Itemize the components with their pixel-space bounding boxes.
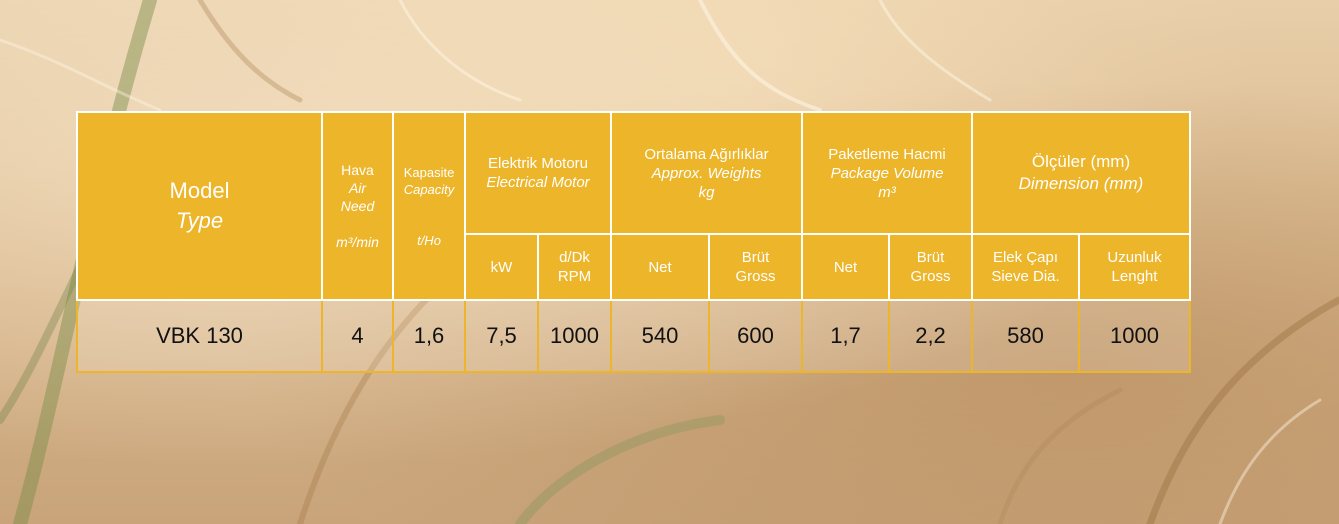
header-package-volume: Paketleme Hacmi Package Volume m³ <box>801 111 973 235</box>
subheader-kw: kW <box>464 233 539 301</box>
cell-volume-gross: 2,2 <box>888 299 973 373</box>
header-weights: Ortalama Ağırlıklar Approx. Weights kg <box>610 111 803 235</box>
subheader-volume-gross: Brüt Gross <box>888 233 973 301</box>
subheader-volume-net: Net <box>801 233 890 301</box>
spec-table: Model Type Hava Air Need m³/min Kapasite… <box>76 111 1191 373</box>
subheader-length: Uzunluk Lenght <box>1078 233 1191 301</box>
cell-weight-net: 540 <box>610 299 710 373</box>
header-electrical-motor: Elektrik Motoru Electrical Motor <box>464 111 612 235</box>
subheader-weight-gross: Brüt Gross <box>708 233 803 301</box>
cell-sieve-diameter: 580 <box>971 299 1080 373</box>
subheader-sieve-diameter: Elek Çapı Sieve Dia. <box>971 233 1080 301</box>
header-air-need: Hava Air Need m³/min <box>321 111 394 301</box>
cell-rpm: 1000 <box>537 299 612 373</box>
cell-model: VBK 130 <box>76 299 323 373</box>
subheader-rpm: d/Dk RPM <box>537 233 612 301</box>
header-dimensions: Ölçüler (mm) Dimension (mm) <box>971 111 1191 235</box>
cell-volume-net: 1,7 <box>801 299 890 373</box>
header-capacity: Kapasite Capacity t/Ho <box>392 111 466 301</box>
cell-kw: 7,5 <box>464 299 539 373</box>
table-row: VBK 130 4 1,6 7,5 1000 540 600 1,7 2,2 5… <box>76 299 1191 373</box>
subheader-weight-net: Net <box>610 233 710 301</box>
header-model: Model Type <box>76 111 323 301</box>
cell-length: 1000 <box>1078 299 1191 373</box>
cell-air-need: 4 <box>321 299 394 373</box>
cell-capacity: 1,6 <box>392 299 466 373</box>
cell-weight-gross: 600 <box>708 299 803 373</box>
